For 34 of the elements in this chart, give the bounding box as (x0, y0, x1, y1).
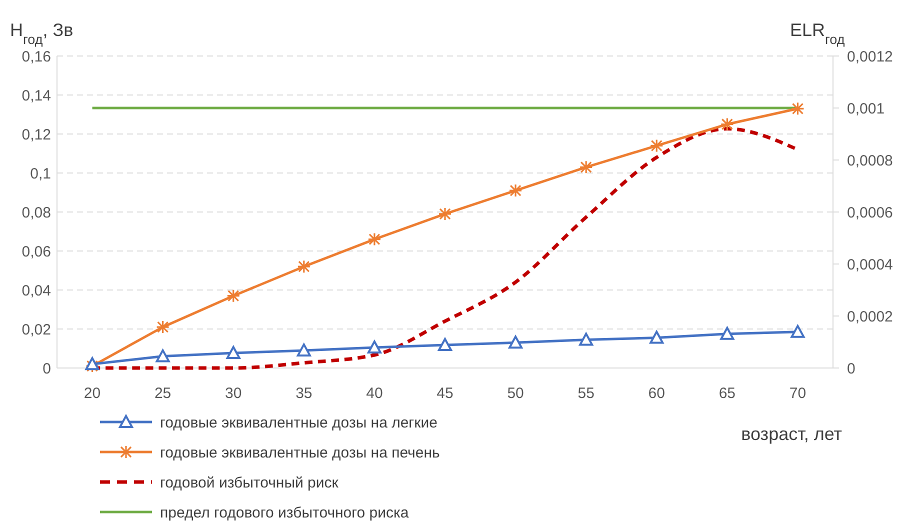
y2-tick-label: 0,0012 (847, 48, 893, 66)
y2-tick-label: 0,0006 (847, 204, 893, 222)
x-tick-label: 40 (366, 385, 383, 402)
y2-tick-label: 0,0004 (847, 256, 893, 274)
legend-label: годовые эквивалентные дозы на печень (160, 444, 440, 462)
legend-label: годовой избыточный риск (160, 474, 339, 492)
y-tick-label: 0,14 (22, 87, 51, 104)
y2-axis-title: ELR$_{год}$ (790, 20, 845, 46)
y-tick-label: 0,04 (22, 282, 51, 300)
x-tick-label: 25 (154, 385, 172, 402)
x-tick-label: 50 (507, 385, 524, 402)
x-tick-label: 30 (225, 385, 242, 402)
x-tick-label: 70 (789, 385, 806, 402)
x-tick-label: 45 (436, 385, 454, 402)
x-tick-label: 55 (578, 385, 594, 402)
x-tick-label: 20 (84, 385, 101, 402)
x-tick-label: 60 (648, 385, 665, 402)
x-axis-title: возраст, лет (741, 424, 842, 444)
y-tick-label: 0,08 (22, 204, 51, 222)
y2-tick-label: 0,0008 (847, 152, 893, 170)
y-tick-label: 0,02 (22, 321, 51, 338)
y-tick-label: 0,12 (22, 126, 51, 144)
y2-tick-label: 0,0002 (847, 308, 893, 326)
y-tick-label: 0,16 (22, 48, 51, 66)
legend-label: годовые эквивалентные дозы на легкие (160, 414, 438, 432)
y-tick-label: 0 (42, 360, 51, 378)
y2-tick-label: 0,001 (847, 100, 885, 118)
x-tick-label: 35 (296, 385, 312, 402)
y-tick-label: 0,06 (22, 243, 51, 260)
legend-label: предел годового избыточного риска (160, 504, 410, 521)
x-tick-label: 65 (718, 385, 736, 402)
y-axis-title: H$_{год}$, Зв (10, 20, 74, 46)
y2-tick-label: 0 (847, 360, 856, 378)
y-tick-label: 0,1 (30, 165, 51, 182)
